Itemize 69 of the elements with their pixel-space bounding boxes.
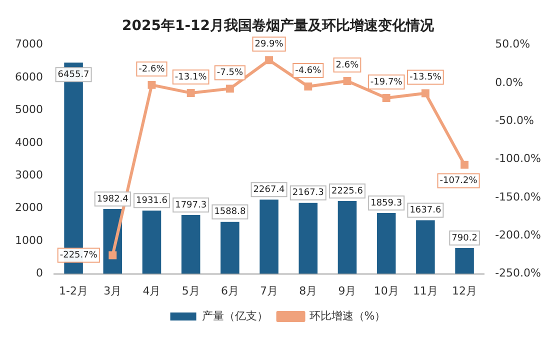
data-label: 1982.4	[96, 194, 129, 204]
chart-title: 2025年1-12月我国卷烟产量及环比增速变化情况	[122, 17, 435, 34]
data-label: -13.5%	[410, 72, 442, 83]
x-tick-label: 7月	[260, 284, 278, 298]
y2-tick-label: 50.0%	[495, 38, 530, 51]
point	[148, 80, 156, 89]
y2-tick-label: -250.0%	[495, 266, 542, 280]
data-label: 1637.6	[410, 206, 442, 216]
data-label: 2.6%	[336, 60, 360, 70]
data-label: -19.7%	[370, 77, 403, 88]
data-label: 2167.3	[292, 188, 324, 198]
bar	[416, 220, 435, 274]
point	[304, 82, 312, 90]
y-tick-label: 5000	[14, 103, 43, 116]
data-label: -107.2%	[440, 176, 478, 186]
y2-tick-label: -150.0%	[495, 190, 542, 204]
y-tick-label: 2000	[14, 201, 43, 214]
bar	[260, 200, 278, 274]
x-tick-label: 4月	[142, 284, 161, 298]
y2-tick-label: -100.0%	[495, 152, 542, 166]
data-label: 790.2	[452, 233, 478, 244]
x-tick-label: 10月	[374, 284, 399, 298]
point	[382, 94, 390, 102]
y-tick-label: 6000	[14, 70, 43, 84]
data-label: 6455.7	[58, 70, 90, 80]
x-tick-label: 9月	[338, 284, 356, 298]
point	[226, 84, 234, 93]
point	[343, 77, 352, 85]
x-tick-label: 11月	[412, 284, 438, 298]
x-tick-label: 6月	[220, 284, 239, 298]
x-tick-label: 1-2月	[59, 284, 88, 298]
data-label: -2.6%	[138, 64, 166, 74]
bar	[455, 248, 474, 274]
data-label: 29.9%	[254, 39, 284, 50]
data-label: -4.6%	[295, 66, 322, 76]
data-label: 1588.8	[214, 207, 246, 218]
data-label: -225.7%	[60, 250, 98, 261]
point	[460, 160, 469, 169]
bar	[338, 200, 357, 274]
point	[421, 89, 430, 98]
point	[265, 56, 274, 64]
x-tick-label: 12月	[452, 284, 478, 298]
data-label: 1797.3	[175, 200, 207, 210]
y2-tick-label: -50.0%	[495, 114, 534, 127]
y2-tick-label: 0.0%	[495, 76, 524, 89]
y-tick-label: 7000	[14, 38, 43, 51]
y-tick-label: 1000	[14, 234, 43, 247]
data-label: -13.1%	[174, 72, 208, 82]
legend-label: 环比增速（%）	[309, 309, 386, 322]
data-label: 2225.6	[331, 186, 364, 196]
bar	[298, 202, 318, 274]
bar	[181, 215, 200, 274]
legend-label: 产量（亿支）	[202, 309, 268, 322]
point	[186, 88, 195, 97]
data-label: 1859.3	[370, 198, 402, 208]
point	[108, 251, 117, 260]
y-tick-label: 3000	[14, 168, 43, 182]
data-label: -7.5%	[216, 68, 244, 78]
y2-tick-label: -200.0%	[495, 228, 542, 242]
data-label: 2267.4	[253, 184, 286, 195]
bar	[142, 210, 162, 274]
y-tick-label: 4000	[14, 136, 43, 149]
y-tick-label: 0	[36, 266, 43, 280]
x-tick-label: 3月	[104, 284, 122, 298]
bar	[220, 222, 240, 274]
bar	[376, 212, 396, 274]
data-label: 1931.6	[136, 196, 168, 206]
x-tick-label: 5月	[182, 284, 200, 298]
x-tick-label: 8月	[299, 284, 318, 298]
